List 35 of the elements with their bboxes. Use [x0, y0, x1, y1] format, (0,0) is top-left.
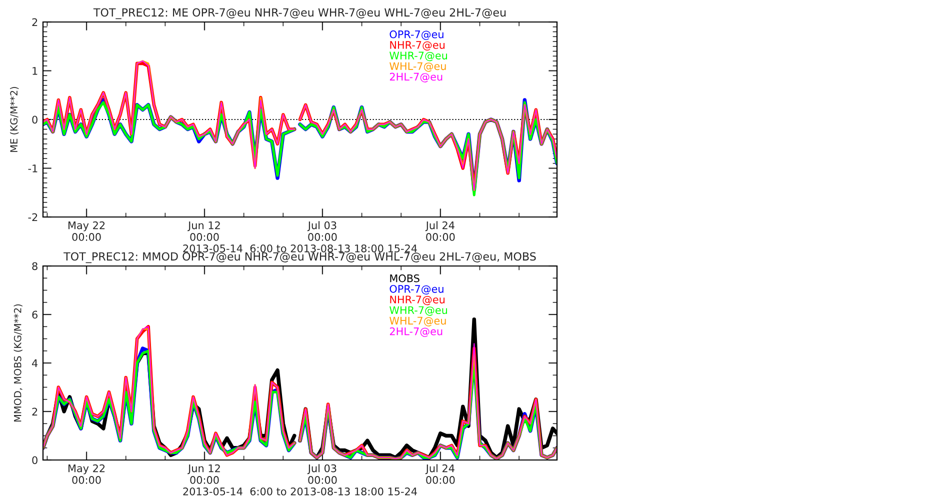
y-tick-label: 2 [32, 18, 38, 26]
x-tick-label: May 22 00:00 [68, 221, 105, 241]
x-tick-label: Jul 24 00:00 [425, 464, 455, 484]
x-tick-label: Jun 12 00:00 [188, 464, 220, 484]
text: WHL-7@eu [390, 316, 446, 326]
x-axis-title: 2013-05-14 6:00 to 2013-08-13 18:00 15-24 [183, 244, 417, 252]
text: WHR-7@eu [390, 306, 448, 316]
text: 2HL-7@eu [390, 327, 442, 337]
y-tick-label: 8 [32, 262, 38, 270]
y-tick-label: -1 [28, 164, 38, 172]
y-tick-label: -2 [28, 213, 38, 221]
text: OPR-7@eu [390, 284, 444, 295]
y-axis-title: MMOD, MOBS (KG/M**2) [14, 304, 22, 422]
text: OPR-7@eu [390, 30, 444, 40]
y-tick-label: 0 [32, 116, 38, 124]
text: NHR-7@eu [390, 41, 444, 51]
text: WHR-7@eu [390, 52, 448, 62]
text: WHL-7@eu [390, 62, 446, 72]
text: 2HL-7@eu [390, 72, 442, 82]
x-tick-label: May 22 00:00 [68, 464, 105, 484]
x-tick-label: Jul 03 00:00 [307, 221, 337, 241]
chart-title: TOT_PREC12: MMOD OPR-7@eu NHR-7@eu WHR-7@eu WHL-7@eu 2HL-7@eu, MOBS [64, 252, 536, 264]
y-axis-title: ME (KG/M**2) [10, 86, 19, 152]
y-tick-label: 1 [32, 67, 38, 75]
text: NHR-7@eu [390, 296, 444, 306]
x-tick-label: Jul 24 00:00 [425, 221, 455, 241]
text: MOBS [390, 274, 420, 282]
x-axis-title: 2013-05-14 6:00 to 2013-08-13 18:00 15-24 [183, 487, 417, 496]
y-tick-label: 0 [32, 456, 38, 464]
x-tick-label: Jul 03 00:00 [307, 464, 337, 484]
y-tick-label: 4 [32, 359, 38, 367]
y-tick-label: 6 [32, 310, 38, 319]
y-tick-label: 2 [32, 408, 38, 416]
chart-title: TOT_PREC12: ME OPR-7@eu NHR-7@eu WHR-7@eu WHL-7@eu 2HL-7@eu [93, 8, 506, 20]
x-tick-label: Jun 12 00:00 [188, 221, 220, 241]
